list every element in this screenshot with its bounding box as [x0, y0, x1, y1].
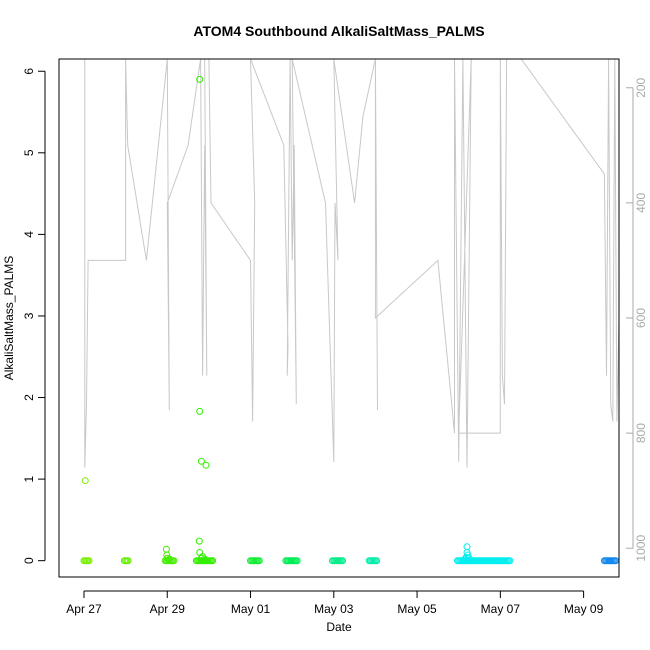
- data-points-layer: [80, 75, 620, 565]
- right-tick-label: 400: [634, 193, 648, 213]
- x-axis: Apr 27 Apr 29 May 01 May 03 May 05 May 07 May …: [66, 590, 604, 616]
- chart-title: ATOM4 Southbound AlkaliSaltMass_PALMS: [193, 23, 484, 39]
- x-tick-label: May 01: [231, 602, 271, 616]
- y-axis-title: AlkaliSaltMass_PALMS: [2, 256, 16, 381]
- y-tick-label: 3: [22, 312, 36, 319]
- y-tick-label: 2: [22, 394, 36, 401]
- data-point: [165, 555, 173, 563]
- data-point: [209, 557, 217, 565]
- y-axis: 0 1 2 3 4 5 6: [22, 68, 46, 564]
- right-tick-label: 600: [634, 308, 648, 328]
- y-tick-label: 0: [22, 557, 36, 564]
- right-tick-label: 200: [634, 77, 648, 97]
- data-point: [124, 557, 132, 565]
- data-point: [506, 557, 514, 565]
- data-point: [196, 549, 204, 556]
- x-tick-label: Apr 29: [150, 602, 186, 616]
- data-point: [196, 75, 204, 83]
- y-tick-label: 4: [22, 231, 36, 238]
- data-point: [255, 557, 263, 565]
- data-point: [201, 555, 209, 563]
- data-point: [373, 557, 381, 565]
- plot-frame: [58, 58, 620, 578]
- data-point: [162, 545, 170, 553]
- data-point: [197, 457, 205, 465]
- x-tick-label: May 03: [314, 602, 354, 616]
- x-tick-label: May 09: [564, 602, 604, 616]
- x-tick-label: May 07: [481, 602, 521, 616]
- data-point: [465, 554, 473, 562]
- data-point: [339, 557, 346, 565]
- y-tick-label: 1: [22, 475, 36, 482]
- data-point: [293, 557, 301, 565]
- data-point: [196, 407, 204, 415]
- flight-path-line: [84, 58, 620, 468]
- right-tick-label: 800: [634, 423, 648, 443]
- flight-path-layer: [84, 58, 620, 468]
- data-point: [202, 461, 210, 469]
- y-tick-label: 6: [22, 68, 36, 75]
- data-point: [462, 553, 470, 561]
- x-tick-label: May 05: [397, 602, 437, 616]
- data-point: [461, 555, 469, 563]
- right-tick-label: 1000: [634, 535, 648, 562]
- data-point: [463, 543, 471, 551]
- data-point: [85, 557, 93, 565]
- data-point: [195, 537, 203, 545]
- right-pressure-axis: 200 400 600 800 1000: [626, 77, 648, 562]
- x-axis-title: Date: [326, 620, 352, 634]
- x-tick-label: Apr 27: [66, 602, 102, 616]
- data-point: [81, 477, 89, 485]
- y-tick-label: 5: [22, 149, 36, 156]
- data-point: [170, 557, 178, 565]
- data-point: [197, 554, 205, 562]
